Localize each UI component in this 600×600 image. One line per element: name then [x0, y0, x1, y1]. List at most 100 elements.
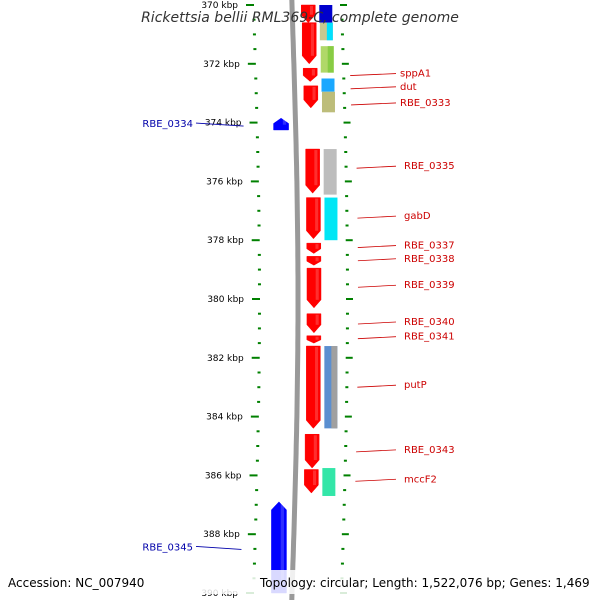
forward-gene-arrow: [306, 313, 322, 334]
label-leader-line: [195, 546, 242, 550]
left-tick-mark: [256, 430, 260, 433]
label-leader-line: [356, 165, 397, 169]
right-tick-mark: [345, 327, 349, 330]
left-tick-mark: [249, 474, 258, 477]
left-tick-mark: [256, 165, 260, 168]
forward-gene-arrow: [301, 22, 317, 65]
left-tick-mark: [257, 342, 261, 345]
label-leader-line: [195, 122, 244, 127]
reverse-gene-arrow: [273, 117, 289, 131]
forward-gene-arrow-highlight: [311, 69, 315, 76]
forward-gene-arrow-highlight: [315, 269, 319, 300]
left-tick-mark: [257, 268, 261, 271]
genome-backbone: [289, 0, 301, 600]
gene-label-sppa1: sppA1: [400, 69, 431, 80]
right-tick-mark: [345, 400, 349, 403]
gene-label-rbe_0345: RBE_0345: [142, 542, 193, 553]
gene-label-dut: dut: [400, 82, 417, 93]
gene-label-putp: putP: [404, 380, 427, 391]
right-tick-mark: [343, 136, 347, 139]
gene-label-rbe_0337: RBE_0337: [404, 241, 455, 252]
feature-block: [324, 197, 338, 241]
forward-gene-arrow: [303, 85, 319, 109]
tick-label: 374 kbp: [205, 119, 242, 129]
right-tick-mark: [340, 18, 344, 21]
right-tick-mark: [345, 342, 349, 345]
left-tick-mark: [255, 106, 259, 109]
forward-gene-arrow: [304, 433, 320, 469]
forward-gene-arrow: [304, 469, 319, 494]
label-leader-line: [357, 245, 397, 248]
gene-label-rbe_0334: RBE_0334: [142, 119, 193, 130]
label-leader-line: [357, 321, 397, 325]
tick-label: 388 kbp: [203, 530, 240, 540]
right-tick-mark: [340, 4, 347, 6]
gene-label-gabd: gabD: [404, 211, 431, 222]
left-tick-mark: [249, 121, 258, 124]
right-tick-mark: [342, 503, 346, 506]
forward-gene-arrow-highlight: [315, 244, 319, 249]
right-tick-mark: [343, 489, 347, 492]
right-tick-mark: [342, 518, 346, 521]
reverse-gene-arrow-highlight: [280, 502, 285, 585]
map-title: Rickettsia bellii RML369-C, complete gen…: [141, 10, 459, 26]
feature-block: [326, 22, 333, 41]
forward-gene-arrow: [306, 345, 321, 429]
left-tick-mark: [257, 283, 261, 286]
tick-label: 376 kbp: [206, 177, 243, 187]
right-tick-mark: [344, 165, 348, 168]
right-tick-mark: [344, 180, 352, 183]
left-tick-mark: [257, 209, 261, 212]
left-tick-mark: [250, 415, 259, 418]
left-tick-mark: [247, 533, 256, 536]
tick-label: 382 kbp: [207, 354, 244, 364]
right-tick-mark: [345, 195, 349, 198]
left-tick-mark: [253, 48, 257, 51]
feature-block: [322, 468, 336, 496]
forward-gene-arrow: [302, 67, 318, 82]
right-tick-mark: [345, 209, 349, 212]
left-tick-mark: [252, 18, 256, 21]
forward-gene-arrow: [306, 256, 322, 266]
forward-gene-arrow-highlight: [315, 336, 319, 340]
left-tick-mark: [257, 253, 261, 256]
left-tick-mark: [247, 62, 256, 65]
gene-label-rbe_0340: RBE_0340: [404, 317, 455, 328]
right-tick-mark: [345, 371, 349, 374]
left-tick-mark: [255, 459, 259, 462]
right-tick-mark: [342, 92, 346, 95]
forward-gene-arrow: [305, 148, 320, 194]
right-tick-mark: [343, 474, 351, 477]
left-tick-mark: [255, 489, 259, 492]
forward-gene-arrow-highlight: [315, 314, 319, 325]
left-tick-mark: [251, 356, 260, 359]
left-tick-mark: [257, 327, 261, 330]
forward-gene-arrow-highlight: [310, 23, 314, 56]
left-tick-mark: [257, 371, 261, 374]
tick-label: 372 kbp: [203, 60, 240, 70]
label-leader-line: [357, 384, 397, 388]
left-tick-mark: [253, 547, 257, 550]
gene-labels: sppA1 dut RBE_0333 RBE_0334 RBE_0335 gabD RBE_…: [142, 69, 454, 554]
feature-block: [323, 149, 337, 195]
feature-block: [327, 46, 334, 73]
label-leader-line: [356, 449, 397, 453]
forward-gene-arrow-highlight: [315, 198, 319, 231]
forward-gene-arrow-highlight: [315, 257, 319, 262]
left-tick-mark: [257, 195, 261, 198]
right-tick-mark: [343, 121, 351, 124]
forward-gene-arrow: [301, 4, 316, 24]
left-tick-mark: [254, 518, 258, 521]
left-tick-mark: [256, 151, 260, 153]
feature-block: [321, 91, 335, 113]
left-tick-mark: [257, 312, 261, 315]
right-tick-mark: [341, 547, 345, 550]
right-tick-mark: [345, 356, 353, 359]
right-tick-mark: [340, 562, 344, 565]
right-tick-mark: [345, 386, 349, 389]
right-tick-mark: [341, 533, 349, 536]
tick-label: 378 kbp: [207, 236, 244, 246]
forward-gene-arrow-highlight: [314, 150, 318, 186]
forward-gene-arrow-highlight: [313, 470, 317, 486]
